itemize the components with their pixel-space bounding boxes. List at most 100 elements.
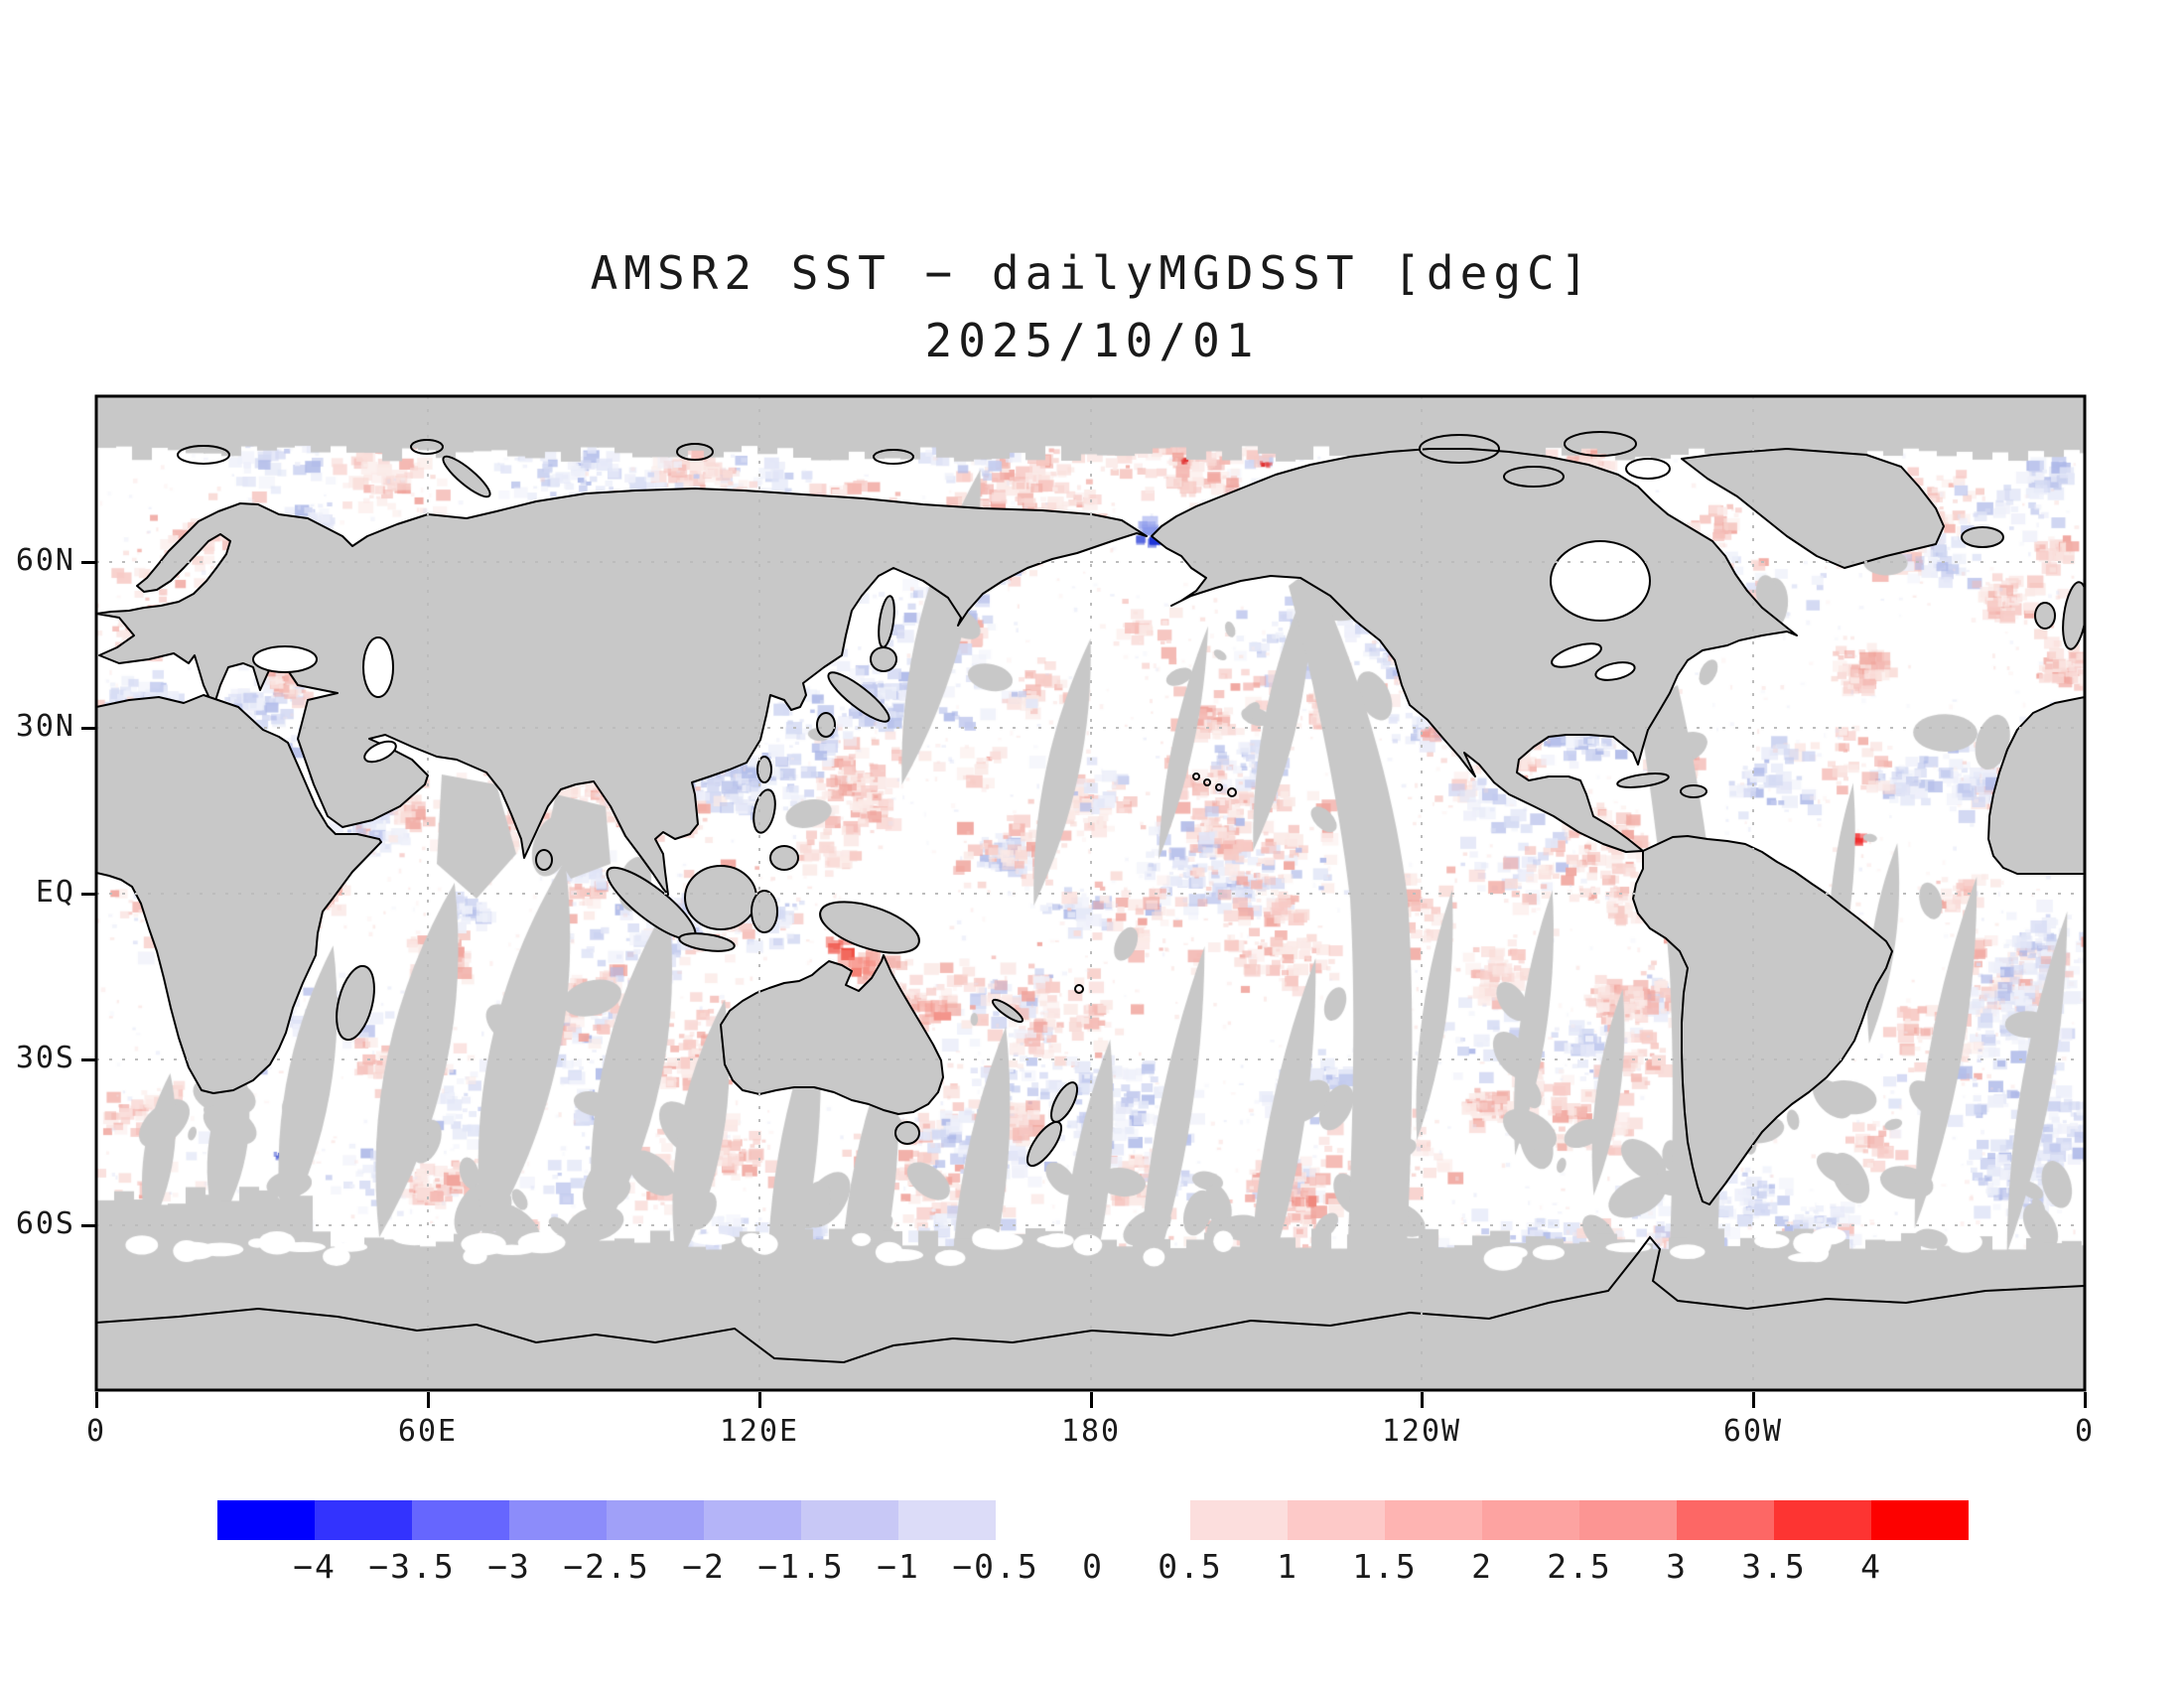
landmass-australia <box>720 954 944 1115</box>
lon-tick <box>2084 1392 2087 1408</box>
lat-tick-label: 30N <box>15 709 75 744</box>
island-ellesmere <box>1564 431 1637 457</box>
lat-tick-label: 60N <box>15 543 75 578</box>
colorbar-segment <box>412 1500 509 1540</box>
landmass-south-america <box>1632 835 1893 1205</box>
island-mindanao <box>769 845 799 871</box>
landmass-north-america <box>1151 448 1798 853</box>
lon-tick-label: 60E <box>397 1414 459 1449</box>
colorbar-segment <box>1579 1500 1677 1540</box>
island-madagascar <box>336 964 375 1042</box>
lon-tick-label: 180 <box>1060 1414 1122 1449</box>
chart-date: 2025/10/01 <box>924 314 1260 367</box>
island-fiji <box>1074 984 1084 994</box>
colorbar-tick-label: −2 <box>682 1547 726 1586</box>
chart-title: AMSR2 SST − dailyMGDSST [degC] <box>590 246 1594 300</box>
island-cuba <box>1616 773 1670 788</box>
sea-hudson-bay <box>1550 540 1651 622</box>
island-sulawesi <box>751 890 778 933</box>
island-honshu <box>827 671 890 723</box>
island-banks <box>1419 434 1500 464</box>
colorbar-segment <box>315 1500 412 1540</box>
colorbar-tick-label: 1.5 <box>1352 1547 1418 1586</box>
island-ireland <box>2034 602 2056 630</box>
island-new-guinea <box>819 901 920 954</box>
colorbar-tick-label: 1 <box>1277 1547 1298 1586</box>
colorbar-tick-label: −0.5 <box>952 1547 1039 1586</box>
colorbar-segment <box>1288 1500 1385 1540</box>
colorbar-tick-label: 0 <box>1082 1547 1104 1586</box>
colorbar-segment <box>704 1500 801 1540</box>
colorbar-tick-label: 3 <box>1666 1547 1688 1586</box>
map-plot <box>94 394 2087 1392</box>
sea-black <box>252 645 318 673</box>
island-borneo <box>684 865 757 930</box>
colorbar-segment <box>801 1500 898 1540</box>
colorbar-tick-label: 2 <box>1471 1547 1493 1586</box>
colorbar-tick-label: −1 <box>877 1547 920 1586</box>
island-victoria <box>1503 466 1565 488</box>
island-java <box>678 932 736 952</box>
island-baffin <box>1625 458 1671 480</box>
island-novaya-zemlya <box>442 455 491 498</box>
island-luzon <box>752 788 776 834</box>
island-tasmania <box>894 1121 920 1145</box>
landmass-west-africa-right-edge <box>1987 696 2085 875</box>
lon-tick-label: 0 <box>2074 1414 2096 1449</box>
sea-caspian <box>362 636 394 698</box>
island-hawaii-2 <box>1203 778 1211 786</box>
colorbar-tick-label: −4 <box>293 1547 337 1586</box>
island-new-siberian <box>873 449 914 465</box>
colorbar-negative-bar <box>217 1500 996 1540</box>
lon-tick <box>427 1392 430 1408</box>
island-sri-lanka <box>535 849 553 871</box>
lat-tick <box>81 1224 96 1227</box>
colorbar-segment <box>509 1500 607 1540</box>
colorbar-segment <box>898 1500 996 1540</box>
island-svalbard <box>177 445 230 465</box>
island-new-zealand-north <box>1049 1081 1079 1123</box>
colorbar-tick-label: 3.5 <box>1741 1547 1807 1586</box>
lat-tick <box>81 1058 96 1061</box>
lat-tick <box>81 727 96 730</box>
island-severnaya-zemlya <box>676 443 714 461</box>
island-franz-josef <box>410 439 444 455</box>
island-hawaii-1 <box>1192 773 1200 780</box>
island-hispaniola <box>1680 784 1707 798</box>
graticule <box>96 396 2085 1390</box>
colorbar-segment <box>1677 1500 1774 1540</box>
colorbar-tick-label: 4 <box>1860 1547 1882 1586</box>
landmass-eurasia <box>96 488 1148 896</box>
coastline-antarctica <box>96 1235 2085 1364</box>
lon-tick-label: 60W <box>1722 1414 1784 1449</box>
colorbar-positive-bar <box>1190 1500 1969 1540</box>
lon-tick <box>1752 1392 1755 1408</box>
lon-tick <box>1090 1392 1093 1408</box>
sea-persian-gulf <box>363 740 397 764</box>
island-iceland <box>1961 526 2004 548</box>
island-hokkaido <box>870 646 897 672</box>
colorbar-segment <box>607 1500 704 1540</box>
colorbar-segment <box>1385 1500 1482 1540</box>
colorbar-tick-label: −1.5 <box>757 1547 845 1586</box>
landmasses <box>96 448 2085 1205</box>
lat-tick-label: EQ <box>35 875 75 910</box>
lat-tick-label: 30S <box>15 1041 75 1075</box>
lon-tick-label: 120E <box>719 1414 800 1449</box>
island-new-caledonia <box>991 998 1024 1024</box>
colorbar-segment <box>1190 1500 1288 1540</box>
lat-tick-label: 60S <box>15 1206 75 1241</box>
colorbar-segment <box>1871 1500 1969 1540</box>
plot-frame <box>94 394 2087 1392</box>
island-new-zealand-south <box>1025 1120 1063 1168</box>
lat-tick <box>81 561 96 564</box>
lon-tick-label: 0 <box>85 1414 107 1449</box>
island-hawaii-3 <box>1215 783 1223 791</box>
lon-tick <box>1421 1392 1424 1408</box>
colorbar-tick-label: −3.5 <box>368 1547 456 1586</box>
coastline-outlines <box>96 431 2085 1364</box>
colorbar-segment <box>217 1500 315 1540</box>
island-hawaii-4 <box>1227 787 1237 797</box>
lon-tick <box>95 1392 98 1408</box>
